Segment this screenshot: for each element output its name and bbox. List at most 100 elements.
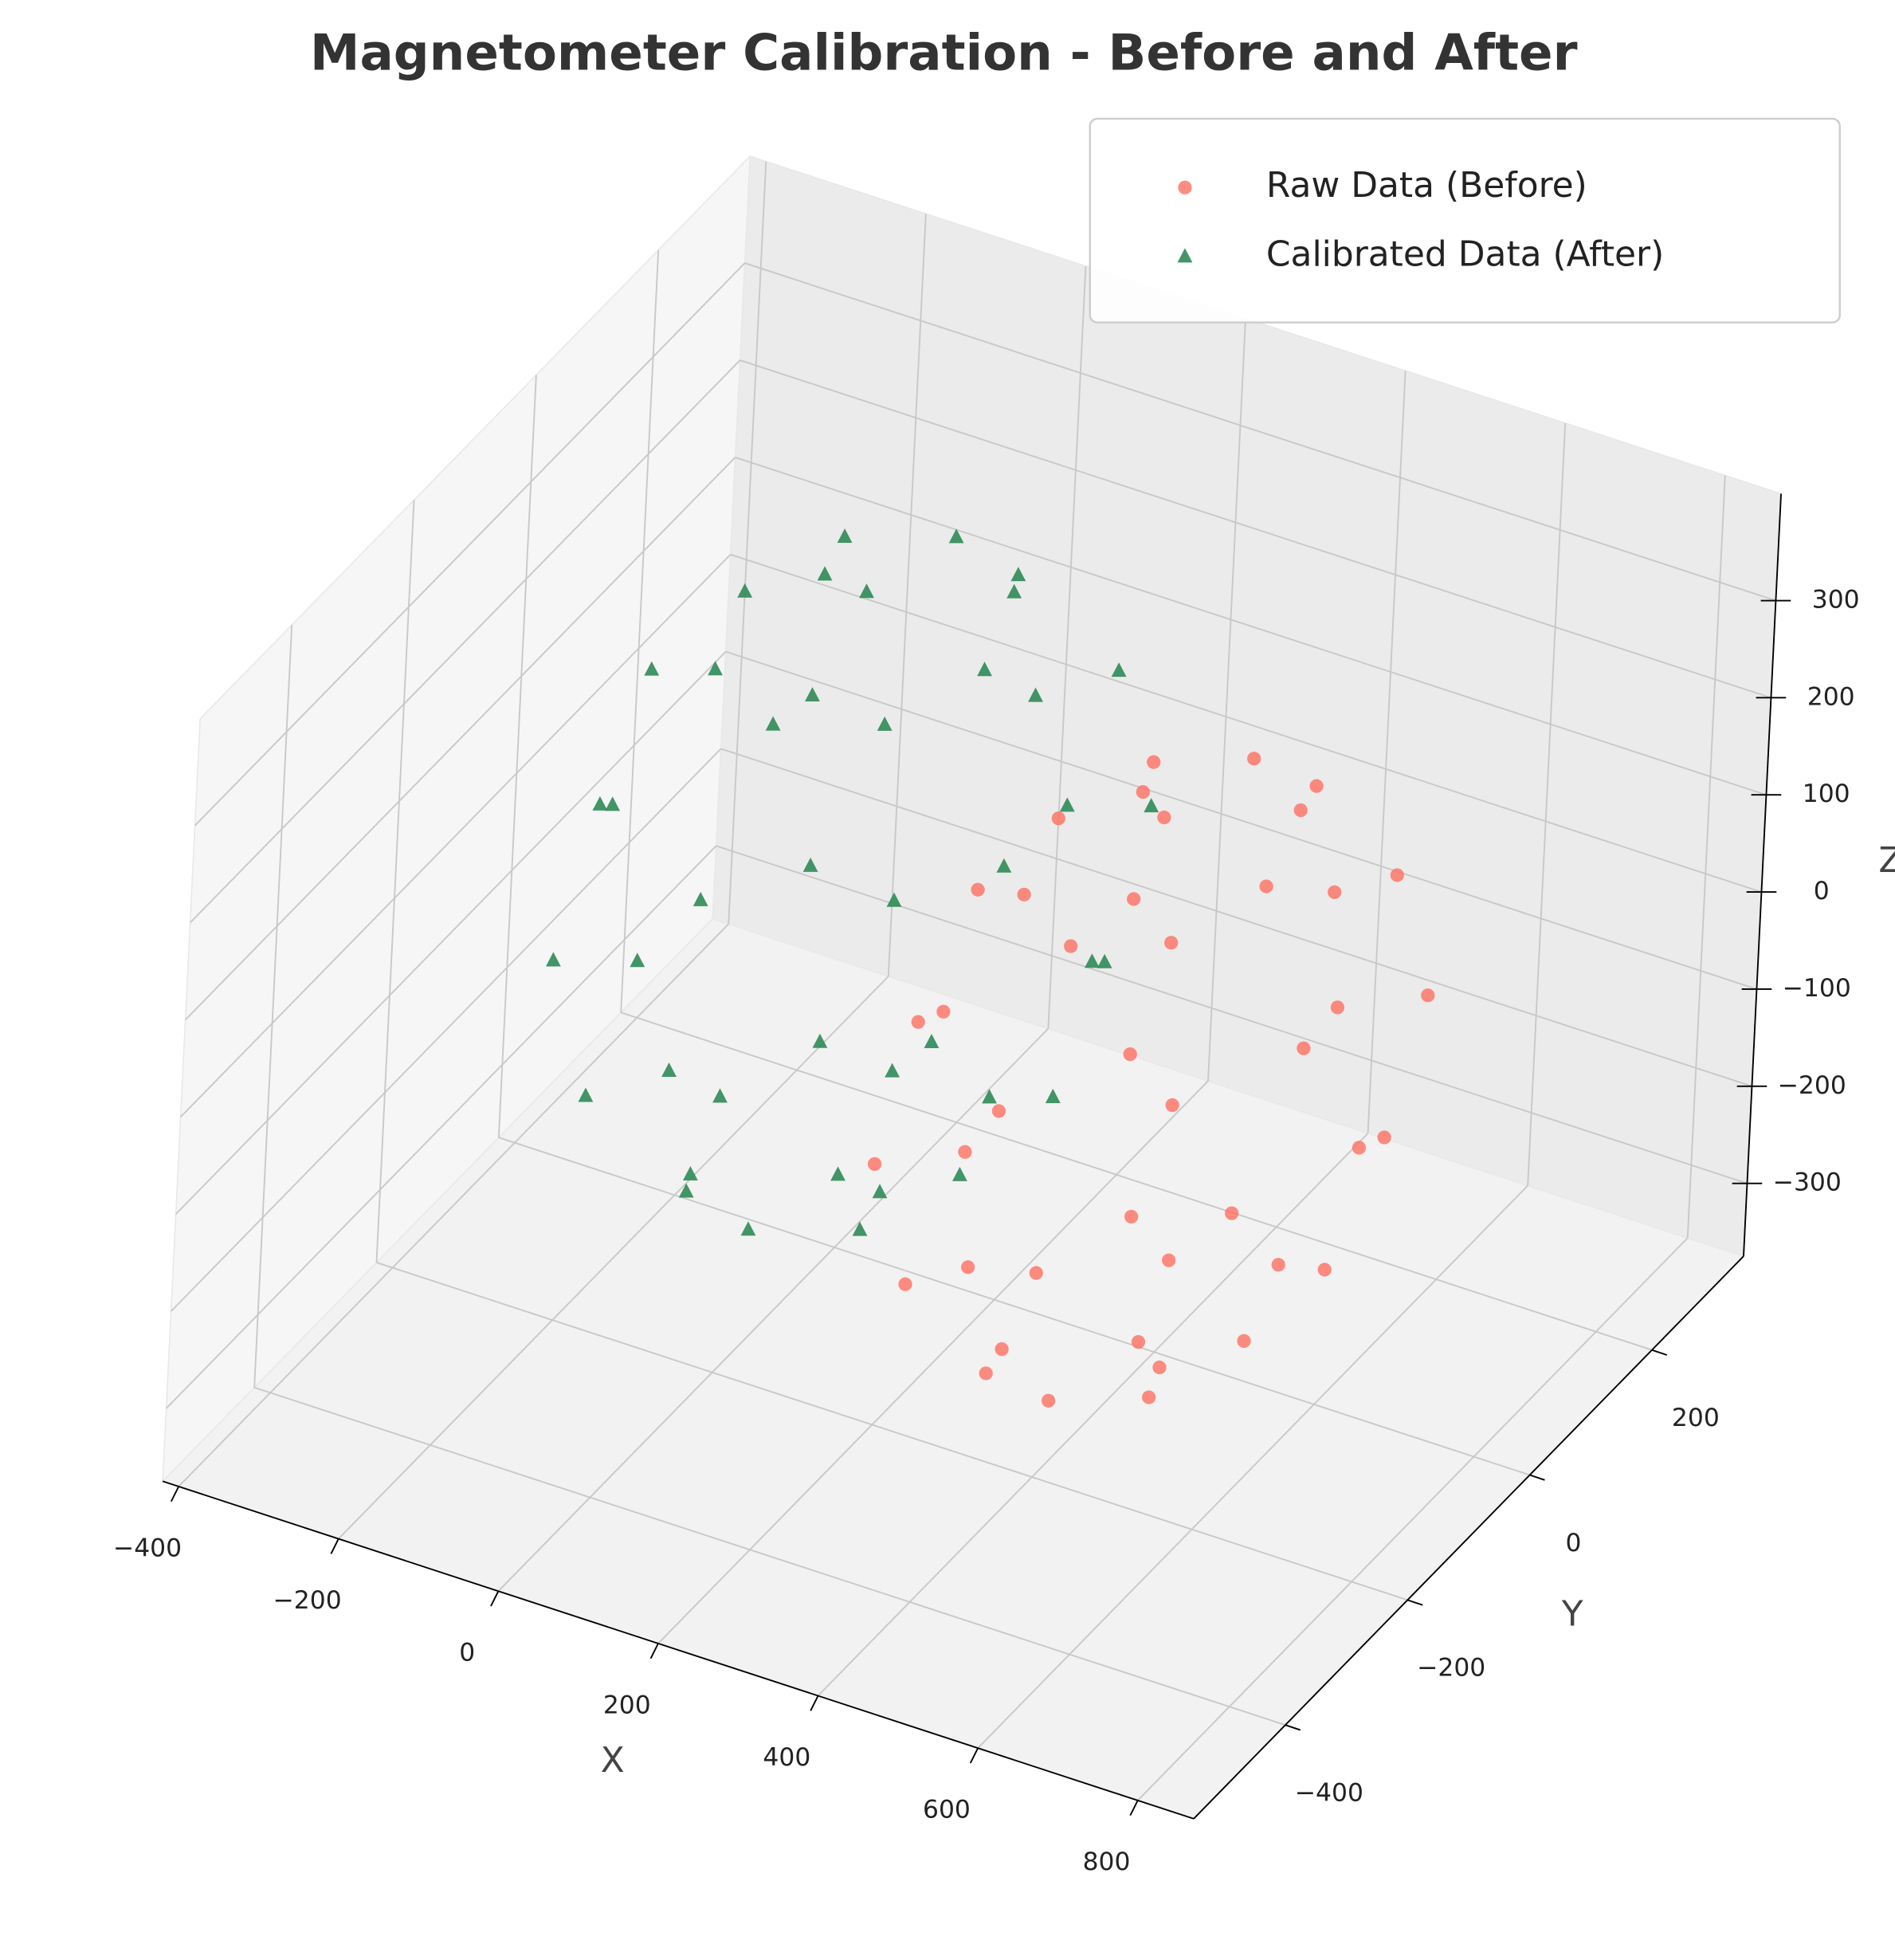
point	[898, 1277, 912, 1291]
y-tick-label: −400	[1295, 1778, 1363, 1807]
point	[936, 1004, 951, 1019]
x-tick	[330, 1538, 339, 1554]
point	[812, 1033, 828, 1048]
point	[971, 882, 985, 897]
z-axis-line	[1743, 493, 1782, 1257]
grid-line	[1527, 422, 1567, 1186]
grid-line	[175, 650, 727, 1215]
z-tick-label: 300	[1812, 586, 1860, 615]
data-marks	[545, 528, 1435, 1408]
point	[958, 1145, 972, 1159]
point	[1124, 1209, 1139, 1224]
point	[1123, 1047, 1137, 1062]
point	[1293, 803, 1308, 818]
grid-line	[730, 553, 1762, 893]
point	[1377, 1130, 1391, 1145]
point	[830, 1166, 845, 1181]
point	[991, 1104, 1006, 1118]
point	[765, 716, 781, 731]
point	[1059, 797, 1075, 812]
z-tick-label: −200	[1778, 1071, 1846, 1100]
point	[545, 952, 561, 967]
legend-label: Raw Data (Before)	[1266, 165, 1587, 206]
point	[1051, 811, 1065, 826]
point	[995, 1342, 1009, 1357]
point	[1164, 936, 1179, 950]
point	[872, 1184, 888, 1199]
point	[982, 1089, 997, 1104]
point	[1142, 1390, 1156, 1404]
point	[867, 1157, 882, 1172]
y-axis-label: Y	[1561, 1594, 1583, 1635]
grid-line	[498, 1137, 1530, 1476]
grid-line	[725, 650, 1757, 990]
legend-marker	[1177, 248, 1193, 263]
point	[805, 686, 820, 701]
point	[837, 528, 853, 544]
point	[1330, 1000, 1345, 1015]
point	[1144, 798, 1159, 813]
point	[1317, 1263, 1332, 1277]
point	[1029, 1266, 1043, 1280]
point	[678, 1183, 694, 1198]
point	[1147, 755, 1161, 769]
point	[1006, 583, 1022, 599]
x-tick	[810, 1695, 819, 1711]
x-tick-label: 400	[763, 1743, 810, 1772]
y-tick-label: 200	[1672, 1404, 1720, 1432]
point	[740, 1221, 756, 1236]
grid-line	[189, 359, 741, 924]
z-tick-label: 200	[1807, 682, 1855, 711]
point	[1028, 687, 1043, 702]
point	[1042, 1393, 1056, 1408]
point	[996, 858, 1012, 873]
point	[1136, 784, 1150, 799]
point	[592, 795, 608, 811]
point	[877, 716, 893, 731]
point	[911, 1015, 925, 1029]
point	[802, 857, 818, 872]
grid-line	[887, 214, 927, 976]
x-tick	[490, 1590, 500, 1607]
point	[924, 1034, 940, 1049]
x-tick-label: 800	[1083, 1848, 1131, 1876]
point	[1045, 1088, 1061, 1103]
x-tick-label: 200	[603, 1691, 651, 1719]
x-tick	[649, 1643, 659, 1660]
grid-line	[165, 845, 717, 1409]
point	[644, 661, 660, 676]
x-tick	[170, 1486, 180, 1502]
grid-line	[740, 359, 1771, 699]
point	[692, 891, 708, 906]
grid-line	[170, 748, 722, 1312]
legend-box	[1089, 117, 1841, 324]
panes	[161, 155, 1782, 1820]
grid-line	[720, 748, 1752, 1087]
point	[661, 1062, 677, 1078]
point	[1297, 1041, 1311, 1055]
x-axis-line	[162, 1480, 1195, 1820]
grid-line	[1207, 318, 1246, 1082]
legend-marker	[1178, 180, 1192, 194]
grid-line	[735, 456, 1767, 796]
point	[979, 1366, 993, 1381]
x-tick-label: 600	[923, 1796, 971, 1824]
point	[712, 1088, 728, 1103]
z-tick-label: 100	[1803, 780, 1850, 808]
point	[605, 796, 621, 811]
x-tick-label: 0	[459, 1639, 475, 1667]
chart-title: Magnetometer Calibration - Before and Af…	[310, 24, 1578, 82]
grid-line	[184, 457, 736, 1021]
point	[1152, 1360, 1167, 1375]
point	[1421, 988, 1435, 1003]
y-tick	[1285, 1724, 1301, 1731]
grid-line	[194, 262, 746, 827]
z-tick-label: −300	[1773, 1169, 1842, 1197]
point	[1097, 953, 1112, 968]
x-tick-label: −400	[113, 1534, 182, 1562]
point	[630, 953, 645, 968]
y-tick	[1529, 1474, 1545, 1481]
side-pane	[162, 155, 751, 1483]
point	[951, 1166, 967, 1181]
point	[578, 1087, 594, 1102]
